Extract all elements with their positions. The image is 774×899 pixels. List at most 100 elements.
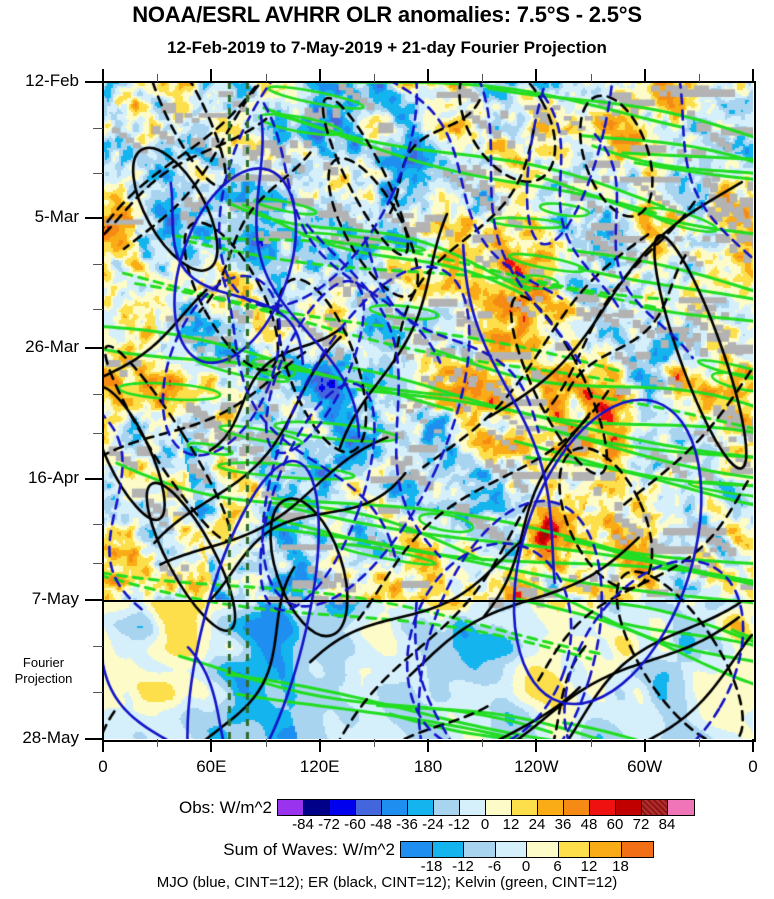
page-title: NOAA/ESRL AVHRR OLR anomalies: 7.5°S - 2… <box>132 2 642 27</box>
colorbar-swatch <box>527 842 559 857</box>
y-axis-tick <box>85 598 103 601</box>
y-axis-label-28-may: 28-May <box>22 728 79 747</box>
colorbar-tick: 48 <box>580 816 598 833</box>
page-subtitle: 12-Feb-2019 to 7-May-2019 + 21-day Fouri… <box>167 38 607 57</box>
y-axis-label-12-feb: 12-Feb <box>25 71 79 90</box>
colorbar-ticks-sum-of-waves: -18 -12 -6 0 6 12 18 <box>400 858 652 876</box>
colorbar-swatch <box>590 842 622 857</box>
colorbar-tick: 72 <box>632 816 650 833</box>
colorbar-sum-of-waves <box>400 841 654 858</box>
x-axis-tick <box>102 69 104 82</box>
y-axis-minor-tick <box>93 309 103 311</box>
colorbar-tick: -72 <box>318 816 340 833</box>
colorbar-swatch <box>590 800 616 815</box>
colorbar-obs <box>277 799 695 816</box>
colorbar-swatch <box>668 800 694 815</box>
colorbar-swatch <box>538 800 564 815</box>
fourier-note-line2: Projection <box>14 671 73 687</box>
colorbar-tick: 12 <box>502 816 520 833</box>
x-axis-minor-tick <box>265 739 267 747</box>
colorbar-tick: -24 <box>422 816 444 833</box>
colorbar-swatch <box>460 800 486 815</box>
colorbar-swatch <box>464 842 496 857</box>
colorbar-tick: 60 <box>606 816 624 833</box>
y-axis-tick <box>85 477 103 480</box>
x-axis-tick <box>752 739 754 752</box>
colorbar-tick: -12 <box>452 858 474 875</box>
x-axis-minor-tick <box>590 739 592 747</box>
colorbar-tick: 24 <box>528 816 546 833</box>
y-axis-minor-tick <box>93 524 103 526</box>
x-axis-label-60e: 60E <box>196 757 227 776</box>
x-axis-tick <box>752 69 754 82</box>
y-axis-label-16-apr: 16-Apr <box>27 467 79 487</box>
x-axis-label-0: 0 <box>98 757 108 776</box>
colorbar-swatch <box>642 800 668 815</box>
x-axis-tick <box>535 739 538 752</box>
y-axis-minor-tick <box>93 692 103 694</box>
colorbar-swatch <box>495 842 527 857</box>
y-axis-tick <box>85 81 103 83</box>
x-axis-minor-tick <box>373 74 375 82</box>
colorbar-swatch <box>621 842 653 857</box>
colorbar-tick: -60 <box>344 816 366 833</box>
y-axis-label-7-may: 7-May <box>31 588 79 608</box>
colorbar-label-sum-of-waves: Sum of Waves: W/m^2 <box>223 840 395 859</box>
colorbar-swatch <box>401 842 433 857</box>
colorbar-tick: -36 <box>396 816 418 833</box>
x-axis-minor-tick <box>698 739 700 747</box>
y-axis-minor-tick <box>93 432 103 434</box>
x-axis-tick <box>210 739 213 752</box>
y-axis-minor-tick <box>93 173 103 175</box>
x-axis-tick <box>210 69 213 82</box>
y-axis-label-5-mar: 5-Mar <box>34 207 79 227</box>
colorbar-swatch <box>278 800 304 815</box>
colorbar-tick: -48 <box>370 816 392 833</box>
colorbar-swatch <box>356 800 382 815</box>
x-axis-tick <box>427 739 429 752</box>
colorbar-swatch <box>616 800 642 815</box>
y-axis-minor-tick <box>93 393 103 395</box>
y-axis-minor-tick <box>93 645 103 647</box>
colorbar-tick: -6 <box>487 858 502 875</box>
colorbar-swatch <box>432 842 464 857</box>
x-axis-minor-tick <box>590 74 592 82</box>
y-axis-minor-tick <box>93 127 103 129</box>
wave-legend-caption: MJO (blue, CINT=12); ER (black, CINT=12)… <box>156 874 618 891</box>
x-axis-minor-tick <box>482 74 484 82</box>
y-axis-minor-tick <box>93 563 103 565</box>
colorbar-tick: 18 <box>612 858 629 875</box>
x-axis-minor-tick <box>157 74 159 82</box>
x-axis-tick <box>643 69 646 82</box>
x-axis-minor-tick <box>265 74 267 82</box>
x-axis-tick <box>318 69 321 82</box>
colorbar-swatch <box>382 800 408 815</box>
colorbar-label-obs: Obs: W/m^2 <box>179 798 272 817</box>
colorbar-swatch <box>486 800 512 815</box>
x-axis-tick <box>427 69 429 82</box>
colorbar-tick: 0 <box>521 858 531 875</box>
colorbar-swatch <box>434 800 460 815</box>
hovmoller-plot <box>85 69 756 752</box>
colorbar-tick: -12 <box>448 816 470 833</box>
colorbar-swatch <box>408 800 434 815</box>
x-axis-minor-tick <box>157 739 159 747</box>
colorbar-tick: 0 <box>480 816 490 833</box>
y-axis-tick <box>85 217 103 220</box>
x-axis-tick <box>102 739 104 752</box>
fourier-note-line1: Fourier <box>22 654 65 670</box>
x-axis-label-120e: 120E <box>299 757 340 776</box>
y-axis-minor-tick <box>93 263 103 265</box>
x-axis-minor-tick <box>482 739 484 747</box>
x-axis-label-180: 180 <box>413 757 443 776</box>
colorbar-swatch <box>330 800 356 815</box>
x-axis-minor-tick <box>698 74 700 82</box>
colorbar-tick: 36 <box>554 816 572 833</box>
x-axis-tick <box>535 69 538 82</box>
y-axis-tick <box>85 738 103 740</box>
x-axis-tick <box>643 739 646 752</box>
y-axis-label-26-mar: 26-Mar <box>25 337 79 357</box>
colorbar-ticks-obs: -84 -72 -60 -48 -36 -24 -12 0 12 24 36 48 60 72 84 <box>277 816 693 834</box>
x-axis-tick <box>318 739 321 752</box>
fourier-projection-note: Fourier Projection <box>0 655 87 688</box>
